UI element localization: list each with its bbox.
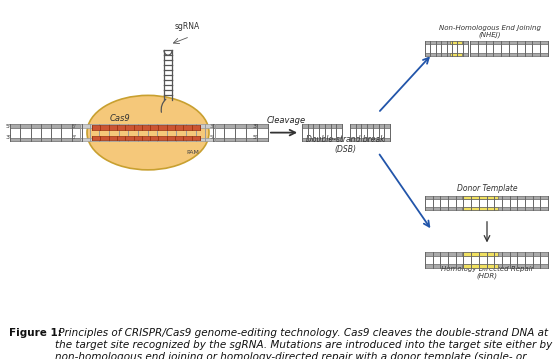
- Text: 5': 5': [253, 135, 259, 140]
- Text: 3': 3': [72, 135, 77, 140]
- Text: Principles of CRISPR/Cas9 genome-editing technology. Cas9 cleaves the double-str: Principles of CRISPR/Cas9 genome-editing…: [55, 328, 552, 359]
- Text: 3': 3': [253, 124, 259, 129]
- Bar: [425, 207, 548, 210]
- Bar: [80, 137, 215, 141]
- Bar: [213, 124, 268, 128]
- Bar: [302, 124, 342, 128]
- Text: Double-strand break
(DSB): Double-strand break (DSB): [306, 135, 384, 154]
- Bar: [425, 196, 548, 199]
- Bar: [462, 196, 498, 199]
- Text: 5': 5': [72, 124, 77, 129]
- Bar: [470, 53, 548, 56]
- Bar: [425, 53, 468, 56]
- Text: Cas9: Cas9: [110, 114, 130, 123]
- Bar: [450, 53, 462, 56]
- Text: sgRNA: sgRNA: [175, 22, 200, 31]
- Text: 3': 3': [210, 124, 215, 129]
- Bar: [462, 265, 498, 268]
- Bar: [10, 124, 82, 128]
- Bar: [80, 124, 215, 128]
- Text: PAM: PAM: [186, 150, 199, 155]
- Ellipse shape: [87, 95, 209, 170]
- Bar: [350, 124, 390, 128]
- Bar: [462, 252, 498, 256]
- Text: Cleavage: Cleavage: [267, 116, 306, 125]
- Bar: [425, 252, 548, 256]
- Text: 5': 5': [210, 135, 215, 140]
- Bar: [425, 41, 468, 44]
- Bar: [425, 265, 548, 268]
- Text: Figure 1:: Figure 1:: [9, 328, 62, 339]
- Bar: [213, 137, 268, 141]
- Bar: [302, 137, 342, 141]
- Bar: [92, 125, 200, 130]
- Bar: [10, 137, 82, 141]
- Bar: [92, 136, 200, 140]
- Text: Non-Homologous End Joining
(NHEJ): Non-Homologous End Joining (NHEJ): [439, 24, 541, 38]
- Bar: [450, 41, 462, 44]
- Text: 3': 3': [6, 135, 12, 140]
- Bar: [462, 207, 498, 210]
- Text: 5': 5': [6, 124, 12, 129]
- Text: Donor Template: Donor Template: [457, 185, 517, 194]
- Bar: [350, 137, 390, 141]
- Bar: [470, 41, 548, 44]
- Text: Homology Directed Repair
(HDR): Homology Directed Repair (HDR): [441, 266, 533, 279]
